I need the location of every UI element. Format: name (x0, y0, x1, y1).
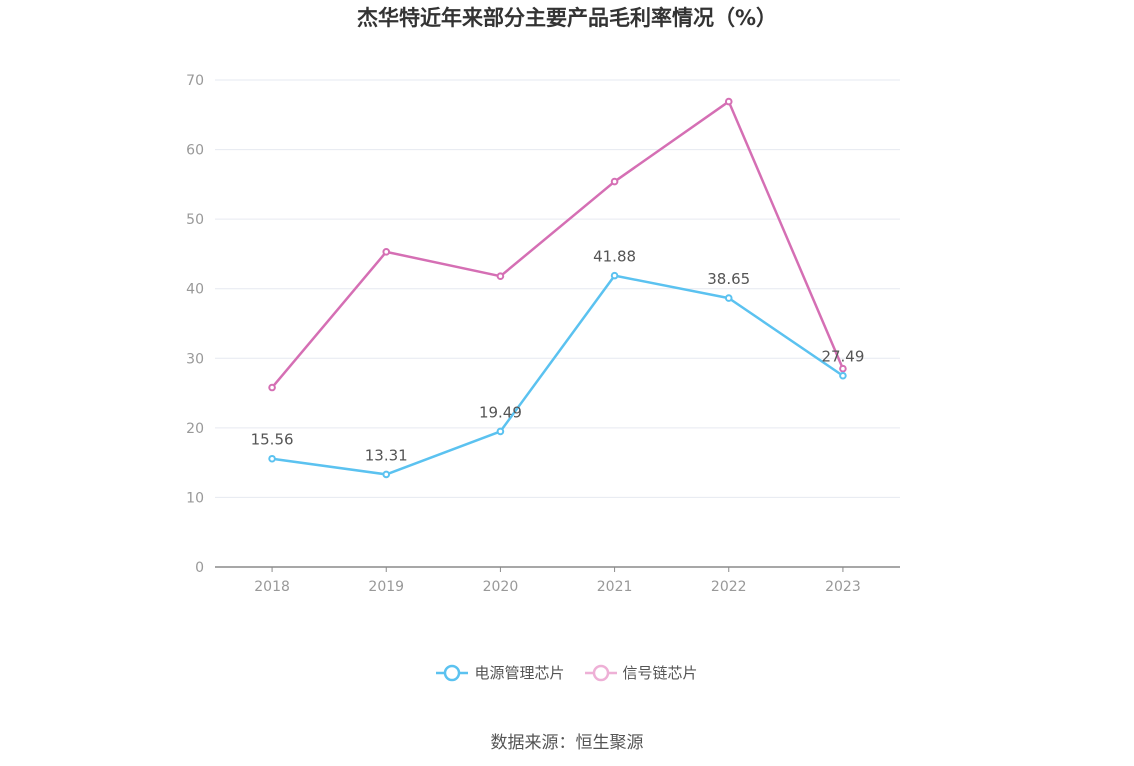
grid-layer (215, 79, 900, 498)
y-tick-label: 50 (186, 212, 204, 228)
data-label: 27.49 (821, 348, 864, 366)
y-tick-label: 10 (186, 490, 204, 506)
y-tick-label: 0 (195, 560, 204, 576)
data-point (382, 470, 391, 479)
series-line (271, 100, 845, 389)
source-note: 数据来源：恒生聚源 (490, 733, 644, 753)
legend-item-power-management[interactable]: 电源管理芯片 (436, 662, 565, 683)
data-point (496, 272, 505, 280)
data-point (724, 97, 733, 106)
data-point (839, 364, 847, 373)
y-tick-label: 70 (186, 73, 204, 89)
legend-label: 电源管理芯片 (474, 664, 565, 682)
data-label: 38.65 (707, 270, 750, 288)
x-tick-label: 2022 (711, 579, 747, 595)
axis-layer: 0 10 20 30 40 50 60 70 2018 2019 2020 2021 2022 2023 (186, 73, 900, 595)
series-layer (268, 97, 847, 479)
data-label: 19.49 (479, 403, 522, 421)
data-point (724, 294, 733, 302)
series-line (271, 274, 844, 476)
legend-item-signal-chain[interactable]: 信号链芯片 (584, 662, 698, 683)
data-point (610, 271, 619, 280)
chart-title: 杰华特近年来部分主要产品毛利率情况（%） (356, 6, 778, 30)
x-tick-label: 2021 (597, 579, 633, 595)
legend-label: 信号链芯片 (622, 664, 698, 682)
legend-marker-icon (584, 664, 617, 681)
data-label: 13.31 (365, 446, 408, 464)
data-point (268, 383, 276, 392)
y-tick-label: 40 (186, 282, 204, 298)
data-point (268, 454, 276, 463)
x-tick-label: 2019 (368, 579, 404, 595)
data-point (610, 177, 619, 186)
legend-marker-icon (436, 664, 469, 681)
x-tick-label: 2020 (483, 579, 519, 595)
data-point (496, 427, 505, 436)
x-tick-label: 2018 (254, 579, 290, 595)
data-label-layer: 15.56 13.31 19.49 41.88 38.65 27.49 (251, 248, 865, 465)
data-label: 15.56 (251, 431, 294, 449)
legend: 电源管理芯片 信号链芯片 (0, 662, 1134, 683)
y-tick-label: 20 (186, 421, 204, 437)
x-tick-label: 2023 (825, 579, 861, 595)
data-point (839, 371, 847, 380)
data-label: 41.88 (593, 248, 636, 266)
y-tick-label: 60 (186, 143, 204, 159)
y-tick-label: 30 (186, 351, 204, 367)
data-point (382, 248, 391, 256)
